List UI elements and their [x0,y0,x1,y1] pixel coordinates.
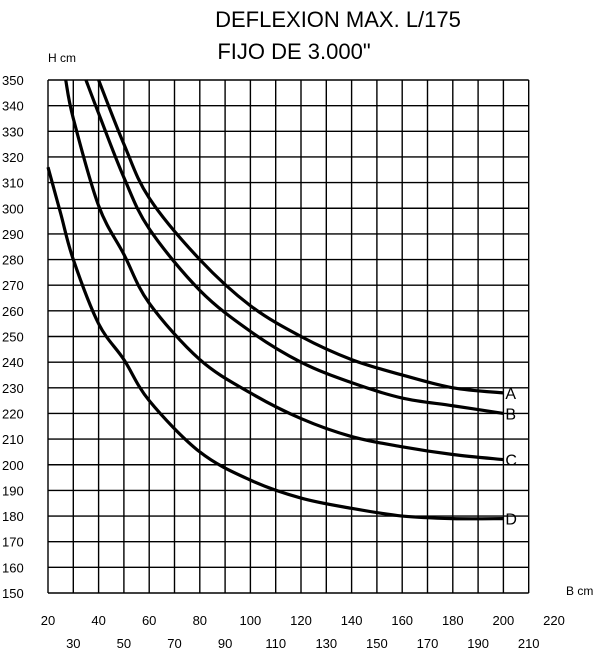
x-tick-label: 110 [265,636,286,651]
tick-labels: 1501601701801902002102202302402502602702… [2,73,565,651]
x-tick-label: 150 [366,636,388,651]
y-tick-label: 340 [2,99,24,114]
x-tick-label: 70 [167,636,181,651]
x-tick-label: 40 [91,613,105,628]
x-tick-label: 80 [193,613,207,628]
curve-b [84,79,504,416]
y-tick-label: 210 [2,432,24,447]
x-tick-label: 50 [117,636,131,651]
x-tick-label: 160 [391,613,413,628]
y-axis-label: H cm [48,51,76,65]
x-tick-label: 20 [41,613,55,628]
y-tick-label: 240 [2,355,24,370]
x-tick-label: 170 [417,636,439,651]
y-tick-label: 220 [2,406,24,421]
y-tick-label: 330 [2,124,24,139]
curve-label-d: D [505,512,517,529]
x-tick-label: 60 [142,613,156,628]
x-tick-label: 120 [290,613,312,628]
x-axis-label: B cm [566,584,593,598]
curve-c [64,79,504,462]
curves [46,79,504,521]
y-tick-label: 150 [2,586,24,601]
y-tick-label: 260 [2,304,24,319]
x-tick-label: 180 [442,613,464,628]
x-tick-label: 140 [341,613,363,628]
curve-label-c: C [505,453,517,470]
y-tick-label: 320 [2,150,24,165]
y-tick-label: 180 [2,509,24,524]
x-tick-label: 190 [467,636,489,651]
y-tick-label: 230 [2,381,24,396]
y-tick-label: 160 [2,560,24,575]
x-tick-label: 220 [543,613,565,628]
x-tick-label: 30 [66,636,80,651]
y-tick-label: 350 [2,73,24,88]
x-tick-label: 100 [240,613,262,628]
y-tick-label: 190 [2,483,24,498]
x-tick-label: 200 [493,613,515,628]
chart-title: DEFLEXION MAX. L/175 [215,7,461,32]
y-tick-label: 290 [2,227,24,242]
x-tick-label: 210 [518,636,540,651]
x-tick-label: 130 [315,636,337,651]
y-tick-label: 270 [2,278,24,293]
curve-label-b: B [505,406,516,423]
curve-label-a: A [505,386,516,403]
y-tick-label: 280 [2,253,24,268]
y-tick-label: 310 [2,176,24,191]
chart-subtitle: FIJO DE 3.000" [217,39,370,64]
curve-d [46,166,504,521]
x-tick-label: 90 [218,636,232,651]
y-tick-label: 300 [2,201,24,216]
y-tick-label: 200 [2,458,24,473]
curve-labels: AB C D [505,386,517,529]
grid-lines [47,79,530,594]
curve-a [97,79,504,395]
y-tick-label: 170 [2,535,24,550]
y-tick-label: 250 [2,330,24,345]
